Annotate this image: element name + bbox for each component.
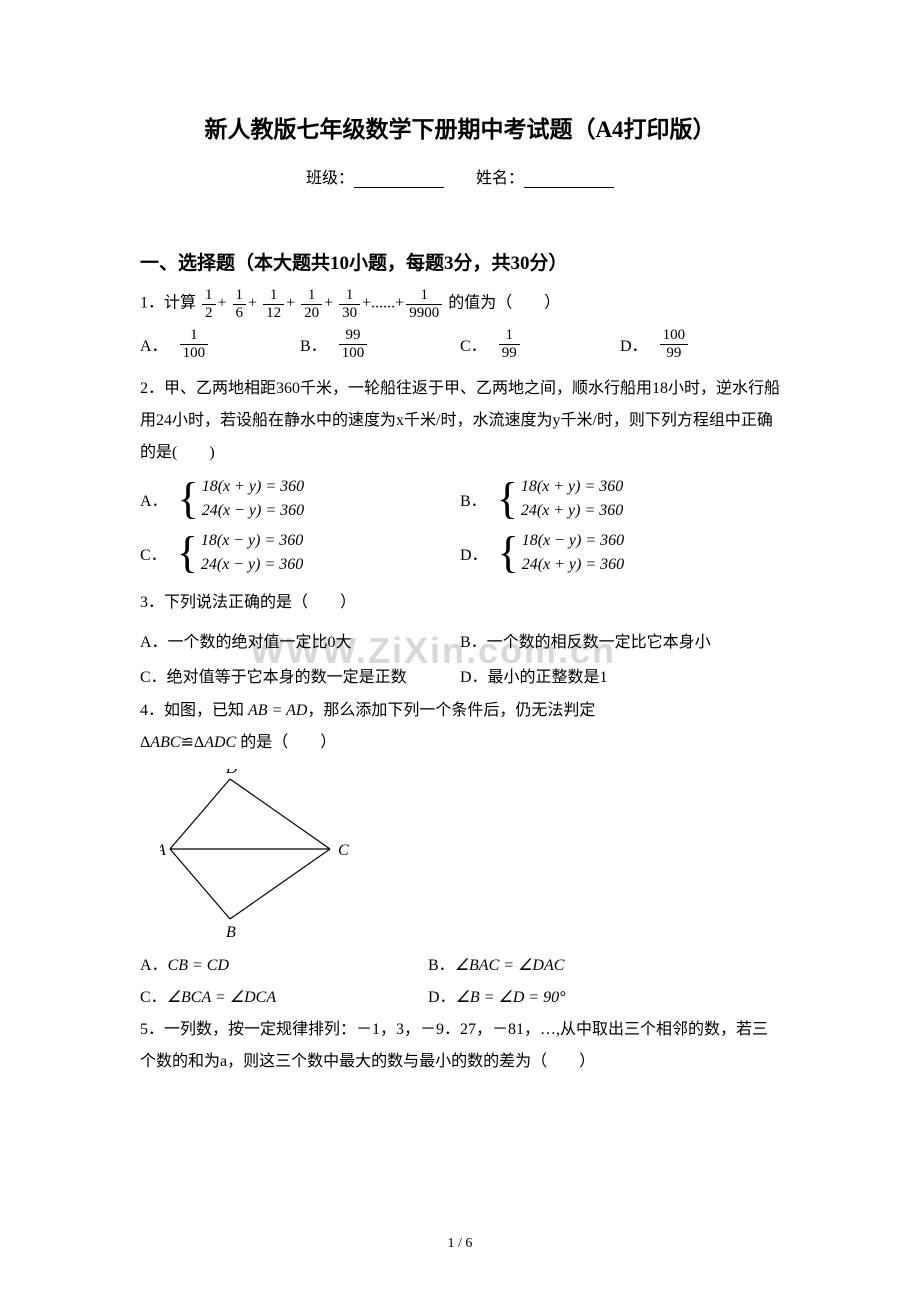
q3-opt-d: D．最小的正整数是1 [460,660,780,695]
q1-opt-c: C．199 [460,327,620,361]
q1-frac-2: 112 [263,287,284,321]
q4-options: A．CB = CD B．∠BAC = ∠DAC C．∠BCA = ∠DCA D．… [140,950,780,1014]
class-blank [354,170,444,188]
name-blank [524,170,614,188]
q2-opt-a: A． {18(x + y) = 36024(x − y) = 360 [140,475,460,523]
q3-opt-b: B．一个数的相反数一定比它本身小 [460,625,780,660]
q1-options: A．1100 B．99100 C．199 D．10099 [140,327,780,361]
svg-text:B: B [226,924,236,939]
svg-text:A: A [160,842,166,859]
question-2: 2．甲、乙两地相距360千米，一轮船往返于甲、乙两地之间，顺水行船用18小时，逆… [140,373,780,469]
q3-opt-a: A．一个数的绝对值一定比0大 [140,625,460,660]
q1-ellipsis: +......+ [362,295,404,312]
q4-opt-d: D．∠B = ∠D = 90° [428,982,716,1014]
q2-row2: C． {18(x − y) = 36024(x − y) = 360 D． {1… [140,529,780,577]
info-line: 班级： 姓名： [140,164,780,188]
q1-frac-5: 19900 [406,287,442,321]
page-title: 新人教版七年级数学下册期中考试题（A4打印版） [140,110,780,144]
q2-opt-d: D． {18(x − y) = 36024(x + y) = 360 [460,529,780,577]
class-label: 班级： [306,170,354,187]
q4-opt-c: C．∠BCA = ∠DCA [140,982,428,1014]
svg-text:C: C [338,842,349,859]
q4-diagram: A D C B [160,769,780,944]
name-label: 姓名： [476,170,524,187]
q1-frac-4: 130 [339,287,360,321]
page-content: 新人教版七年级数学下册期中考试题（A4打印版） 班级： 姓名： 一、选择题（本大… [140,110,780,1078]
question-3: 3．下列说法正确的是（ ） [140,587,780,619]
q2-opt-c: C． {18(x − y) = 36024(x − y) = 360 [140,529,460,577]
question-1: 1．计算 12+ 16+ 112+ 120+ 130+......+19900 … [140,287,780,321]
section-header: 一、选择题（本大题共10小题，每题3分，共30分） [140,248,780,275]
q1-opt-a: A．1100 [140,327,300,361]
q3-opt-c: C．绝对值等于它本身的数一定是正数 [140,660,460,695]
q1-suffix: 的值为（ ） [448,295,560,312]
q1-opt-b: B．99100 [300,327,460,361]
triangle-diagram: A D C B [160,769,360,939]
q4-opt-b: B．∠BAC = ∠DAC [428,950,716,982]
q4-opt-a: A．CB = CD [140,950,428,982]
q2-row1: A． {18(x + y) = 36024(x − y) = 360 B． {1… [140,475,780,523]
svg-text:D: D [225,769,238,777]
q1-frac-1: 16 [233,287,247,321]
question-5: 5．一列数，按一定规律排列：－1，3，－9．27，－81，…,从中取出三个相邻的… [140,1014,780,1078]
q1-prefix: 1．计算 [140,295,196,312]
q2-opt-b: B． {18(x + y) = 36024(x + y) = 360 [460,475,780,523]
question-4: 4．如图，已知 AB = AD，那么添加下列一个条件后，仍无法判定 ΔABC≌Δ… [140,695,780,759]
q1-opt-d: D．10099 [620,327,780,361]
q1-frac-3: 120 [301,287,322,321]
page-number: 1 / 6 [0,1236,920,1252]
q3-options: A．一个数的绝对值一定比0大 B．一个数的相反数一定比它本身小 C．绝对值等于它… [140,625,780,695]
q1-frac-0: 12 [202,287,216,321]
